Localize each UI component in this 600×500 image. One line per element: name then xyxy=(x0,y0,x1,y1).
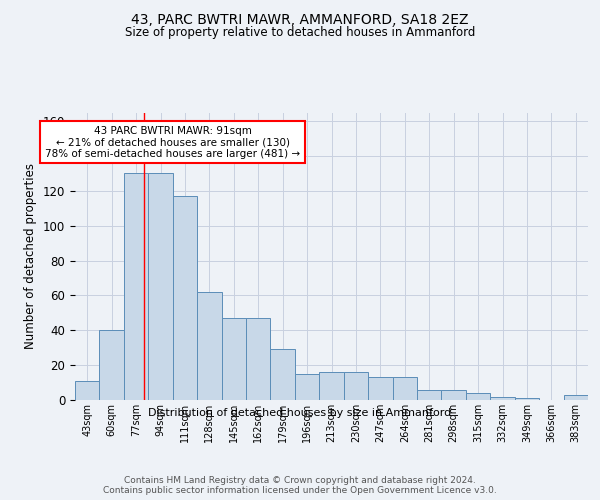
Bar xyxy=(75,381,100,400)
Bar xyxy=(197,292,221,400)
Text: Contains HM Land Registry data © Crown copyright and database right 2024.
Contai: Contains HM Land Registry data © Crown c… xyxy=(103,476,497,496)
Bar xyxy=(221,318,246,400)
Text: 43 PARC BWTRI MAWR: 91sqm
← 21% of detached houses are smaller (130)
78% of semi: 43 PARC BWTRI MAWR: 91sqm ← 21% of detac… xyxy=(45,126,300,158)
Bar xyxy=(124,174,148,400)
Bar xyxy=(515,398,539,400)
Bar xyxy=(246,318,271,400)
Bar xyxy=(563,395,588,400)
Bar xyxy=(368,378,392,400)
Bar xyxy=(100,330,124,400)
Text: 43, PARC BWTRI MAWR, AMMANFORD, SA18 2EZ: 43, PARC BWTRI MAWR, AMMANFORD, SA18 2EZ xyxy=(131,12,469,26)
Text: Size of property relative to detached houses in Ammanford: Size of property relative to detached ho… xyxy=(125,26,475,39)
Bar xyxy=(466,393,490,400)
Bar xyxy=(148,174,173,400)
Bar xyxy=(319,372,344,400)
Bar xyxy=(271,350,295,400)
Bar xyxy=(344,372,368,400)
Bar xyxy=(295,374,319,400)
Text: Distribution of detached houses by size in Ammanford: Distribution of detached houses by size … xyxy=(148,408,452,418)
Bar xyxy=(442,390,466,400)
Bar xyxy=(392,378,417,400)
Bar xyxy=(490,396,515,400)
Bar xyxy=(173,196,197,400)
Y-axis label: Number of detached properties: Number of detached properties xyxy=(25,163,37,350)
Bar xyxy=(417,390,442,400)
